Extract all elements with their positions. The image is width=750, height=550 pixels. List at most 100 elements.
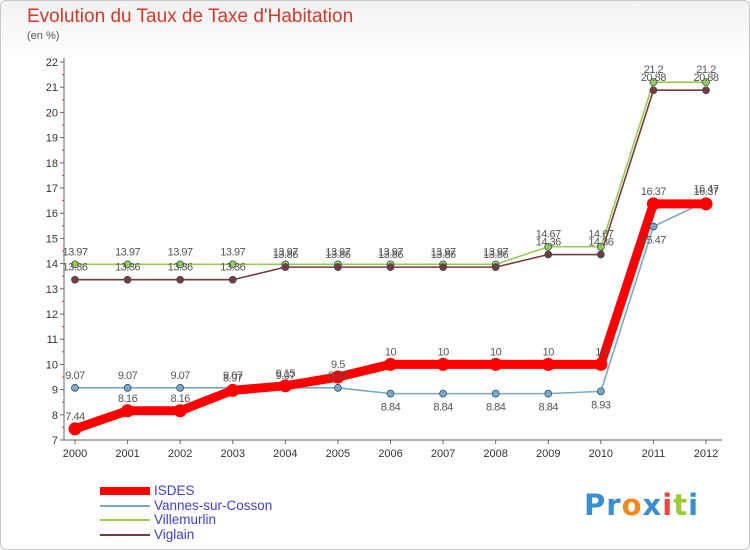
data-point bbox=[226, 383, 240, 397]
data-label: 9.07 bbox=[170, 370, 190, 382]
y-tick-label: 17 bbox=[46, 183, 58, 195]
logo-letter: t bbox=[673, 488, 689, 522]
data-label: 9.07 bbox=[118, 370, 138, 382]
y-tick-label: 9 bbox=[52, 385, 58, 397]
data-point bbox=[596, 250, 605, 259]
chart-subtitle: (en %) bbox=[27, 30, 60, 42]
data-label: 13.97 bbox=[168, 246, 193, 258]
data-point bbox=[439, 263, 447, 272]
data-point bbox=[699, 197, 713, 211]
y-tick-label: 21 bbox=[46, 82, 58, 94]
data-point bbox=[544, 389, 553, 398]
y-tick-label: 20 bbox=[46, 107, 58, 119]
data-label: 9.15 bbox=[276, 368, 296, 380]
data-point bbox=[436, 357, 450, 371]
y-tick-label: 16 bbox=[46, 208, 58, 220]
data-label: 10 bbox=[595, 346, 607, 358]
data-point bbox=[176, 260, 185, 269]
data-label: 14.67 bbox=[588, 229, 613, 241]
data-label: 15.47 bbox=[641, 235, 666, 247]
data-label: 14.67 bbox=[536, 229, 561, 241]
data-label: 21.2 bbox=[696, 64, 716, 76]
x-tick-label: 2009 bbox=[536, 448, 560, 460]
y-tick-label: 10 bbox=[46, 359, 58, 371]
legend-label: Villemurlin bbox=[154, 512, 217, 527]
data-point bbox=[646, 197, 660, 211]
data-label: 13.86 bbox=[431, 249, 456, 261]
data-point bbox=[491, 389, 500, 398]
y-tick-label: 18 bbox=[46, 158, 58, 170]
y-tick-label: 12 bbox=[46, 309, 58, 321]
logo-letter: r bbox=[606, 488, 622, 522]
x-tick-label: 2003 bbox=[221, 448, 245, 460]
data-point bbox=[544, 250, 553, 259]
data-label: 13.97 bbox=[325, 246, 350, 258]
data-point bbox=[71, 260, 79, 269]
data-label: 20.88 bbox=[641, 72, 666, 84]
data-point bbox=[384, 357, 397, 371]
y-tick-label: 19 bbox=[46, 133, 58, 145]
x-tick-label: 2006 bbox=[378, 448, 402, 460]
legend-swatch bbox=[100, 519, 150, 521]
x-tick-label: 2011 bbox=[642, 448, 666, 460]
data-point bbox=[71, 383, 79, 392]
data-label: 9.07 bbox=[65, 370, 85, 382]
data-label: 9.5 bbox=[331, 359, 345, 371]
data-point bbox=[596, 242, 605, 251]
y-tick-label: 7 bbox=[52, 435, 58, 447]
data-point bbox=[334, 263, 342, 272]
data-label: 16.47 bbox=[693, 183, 718, 195]
data-point bbox=[331, 370, 345, 384]
data-point bbox=[176, 275, 185, 284]
data-point bbox=[491, 263, 500, 272]
data-point bbox=[702, 86, 710, 95]
data-point bbox=[489, 357, 503, 371]
data-label: 13.97 bbox=[115, 246, 140, 258]
data-point bbox=[386, 389, 395, 398]
data-label: 14.36 bbox=[588, 237, 613, 249]
legend-label: ISDES bbox=[154, 483, 195, 498]
data-point bbox=[541, 357, 555, 371]
data-label: 8.16 bbox=[170, 393, 190, 405]
legend-label: Viglain bbox=[154, 526, 195, 542]
data-label: 8.84 bbox=[486, 402, 506, 414]
data-label: 10 bbox=[437, 346, 449, 358]
data-label: 13.36 bbox=[62, 262, 87, 274]
data-label: 10 bbox=[543, 346, 555, 358]
data-label: 8.84 bbox=[381, 402, 401, 414]
data-label: 14.36 bbox=[536, 237, 561, 249]
x-tick-label: 2004 bbox=[273, 448, 297, 460]
data-point bbox=[649, 78, 658, 87]
data-point bbox=[386, 263, 395, 272]
data-label: 21.2 bbox=[644, 64, 664, 76]
y-tick-label: 11 bbox=[47, 334, 58, 346]
data-point bbox=[68, 422, 82, 436]
x-tick-label: 2007 bbox=[431, 448, 455, 460]
data-point bbox=[173, 404, 187, 418]
data-label: 7.44 bbox=[65, 411, 85, 423]
y-tick-label: 8 bbox=[52, 410, 58, 422]
data-label: 9.07 bbox=[328, 370, 348, 382]
data-label: 13.36 bbox=[220, 262, 245, 274]
data-point bbox=[176, 383, 185, 392]
x-tick-label: 2008 bbox=[483, 448, 507, 460]
data-point bbox=[649, 86, 658, 95]
data-point bbox=[228, 260, 237, 269]
x-tick-label: 2002 bbox=[168, 448, 192, 460]
data-label: 13.86 bbox=[378, 249, 403, 261]
data-point bbox=[596, 387, 605, 396]
x-tick-label: 2001 bbox=[115, 448, 139, 460]
legend-swatch bbox=[100, 533, 150, 536]
data-point bbox=[544, 242, 553, 251]
data-label: 13.86 bbox=[273, 249, 298, 261]
x-tick-label: 2005 bbox=[326, 448, 350, 460]
y-tick-label: 13 bbox=[46, 284, 58, 296]
data-label: 10 bbox=[385, 346, 397, 358]
data-label: 13.97 bbox=[273, 246, 298, 258]
data-label: 9.07 bbox=[223, 370, 243, 382]
data-point bbox=[121, 404, 135, 418]
data-label: 8.84 bbox=[539, 402, 559, 414]
data-label: 8.16 bbox=[118, 393, 138, 405]
data-label: 13.97 bbox=[483, 246, 508, 258]
